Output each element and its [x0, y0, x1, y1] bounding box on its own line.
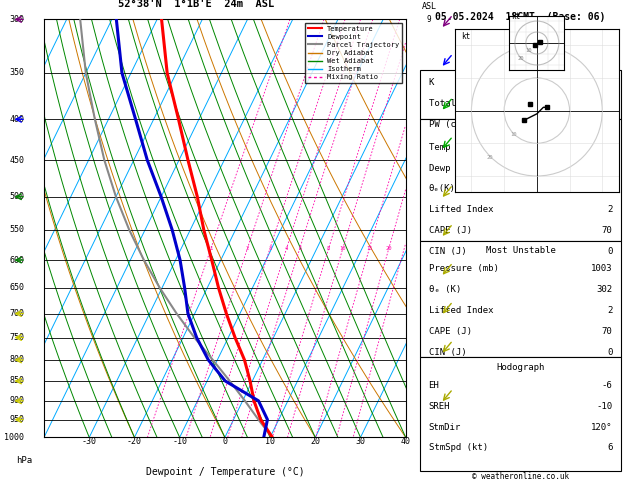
Text: 20: 20 — [386, 246, 392, 251]
Text: 600: 600 — [9, 256, 24, 264]
Text: Totals Totals: Totals Totals — [428, 99, 498, 108]
Text: Pressure (mb): Pressure (mb) — [428, 264, 498, 273]
Text: 8.6: 8.6 — [596, 164, 613, 173]
Text: K: K — [428, 78, 434, 87]
Text: km
ASL: km ASL — [421, 0, 437, 11]
Text: Hodograph: Hodograph — [496, 363, 545, 372]
Text: hPa: hPa — [16, 456, 32, 465]
Text: 7: 7 — [427, 115, 431, 124]
Legend: Temperature, Dewpoint, Parcel Trajectory, Dry Adiabat, Wet Adiabat, Isotherm, Mi: Temperature, Dewpoint, Parcel Trajectory… — [305, 23, 402, 83]
Text: kt: kt — [462, 32, 471, 41]
Text: 1.74: 1.74 — [591, 120, 613, 129]
Text: 350: 350 — [9, 69, 24, 77]
Text: 750: 750 — [9, 333, 24, 342]
Text: 800: 800 — [9, 355, 24, 364]
Text: StmDir: StmDir — [428, 423, 461, 432]
Text: 15: 15 — [366, 246, 372, 251]
Text: 300: 300 — [9, 15, 24, 24]
Text: 05.05.2024  18GMT  (Base: 06): 05.05.2024 18GMT (Base: 06) — [435, 12, 606, 22]
Text: -6: -6 — [602, 381, 613, 390]
Text: -10: -10 — [596, 402, 613, 411]
Text: Mixing Ratio (g/kg): Mixing Ratio (g/kg) — [448, 185, 457, 272]
Text: CAPE (J): CAPE (J) — [428, 226, 472, 235]
Text: 30: 30 — [355, 437, 365, 446]
Text: Lifted Index: Lifted Index — [428, 306, 493, 315]
Text: CIN (J): CIN (J) — [428, 247, 466, 256]
Text: StmSpd (kt): StmSpd (kt) — [428, 444, 487, 452]
Text: 20: 20 — [310, 437, 320, 446]
Text: 400: 400 — [9, 115, 24, 124]
Text: Lifted Index: Lifted Index — [428, 206, 493, 214]
Text: θₑ (K): θₑ (K) — [428, 285, 461, 294]
Text: Surface: Surface — [502, 125, 539, 134]
Text: 10.5: 10.5 — [591, 143, 613, 152]
Text: 2: 2 — [246, 246, 249, 251]
Text: CIN (J): CIN (J) — [428, 348, 466, 357]
Text: 650: 650 — [9, 283, 24, 293]
Text: 9: 9 — [427, 15, 431, 24]
Text: Dewp (°C): Dewp (°C) — [428, 164, 477, 173]
Text: 302: 302 — [596, 285, 613, 294]
Text: 1003: 1003 — [591, 264, 613, 273]
Text: 20: 20 — [518, 56, 525, 61]
Text: 302: 302 — [596, 185, 613, 193]
Text: 120°: 120° — [591, 423, 613, 432]
Text: 2: 2 — [427, 355, 431, 364]
Text: kt: kt — [511, 12, 521, 21]
Text: 40: 40 — [401, 437, 411, 446]
Text: 70: 70 — [602, 327, 613, 336]
Text: CAPE (J): CAPE (J) — [428, 327, 472, 336]
Text: 4: 4 — [285, 246, 288, 251]
Text: 52: 52 — [602, 99, 613, 108]
Text: 8: 8 — [327, 246, 330, 251]
Bar — [420, 241, 621, 357]
Text: © weatheronline.co.uk: © weatheronline.co.uk — [472, 472, 569, 481]
Text: 850: 850 — [9, 377, 24, 385]
Text: 10: 10 — [265, 437, 275, 446]
Bar — [420, 357, 621, 471]
Text: 2: 2 — [607, 206, 613, 214]
Text: 3: 3 — [269, 246, 272, 251]
Text: 10: 10 — [340, 246, 346, 251]
Text: 5: 5 — [427, 192, 431, 201]
Bar — [420, 70, 621, 119]
Text: 5: 5 — [427, 206, 431, 215]
Text: θₑ(K): θₑ(K) — [428, 185, 455, 193]
Text: -30: -30 — [82, 437, 97, 446]
Text: SREH: SREH — [428, 402, 450, 411]
Text: 1: 1 — [427, 377, 431, 385]
Text: 1: 1 — [427, 396, 431, 405]
Text: LCL: LCL — [422, 415, 436, 424]
Text: Dewpoint / Temperature (°C): Dewpoint / Temperature (°C) — [145, 467, 304, 477]
Text: 52°38'N  1°1B'E  24m  ASL: 52°38'N 1°1B'E 24m ASL — [118, 0, 274, 9]
Text: 10: 10 — [510, 132, 516, 137]
Text: 0: 0 — [223, 437, 227, 446]
Text: Temp (°C): Temp (°C) — [428, 143, 477, 152]
Text: 900: 900 — [9, 396, 24, 405]
Text: 2: 2 — [607, 306, 613, 315]
Text: 10: 10 — [526, 49, 532, 53]
Text: 4: 4 — [427, 256, 431, 264]
Text: -10: -10 — [172, 437, 187, 446]
Text: 26: 26 — [602, 78, 613, 87]
Text: -20: -20 — [127, 437, 142, 446]
Text: 1000: 1000 — [4, 433, 24, 442]
Text: EH: EH — [428, 381, 439, 390]
Text: 0: 0 — [607, 348, 613, 357]
Text: 0: 0 — [607, 247, 613, 256]
Text: 1: 1 — [209, 246, 213, 251]
Text: 70: 70 — [602, 226, 613, 235]
Text: 950: 950 — [9, 415, 24, 424]
Text: 450: 450 — [9, 156, 24, 165]
Bar — [420, 119, 621, 241]
Text: 20: 20 — [486, 155, 493, 160]
Text: 3: 3 — [427, 309, 431, 318]
Text: 700: 700 — [9, 309, 24, 318]
Text: 500: 500 — [9, 192, 24, 201]
Text: PW (cm): PW (cm) — [428, 120, 466, 129]
Text: 550: 550 — [9, 226, 24, 234]
Text: 6: 6 — [607, 444, 613, 452]
Text: 5: 5 — [298, 246, 301, 251]
Text: Most Unstable: Most Unstable — [486, 246, 555, 256]
